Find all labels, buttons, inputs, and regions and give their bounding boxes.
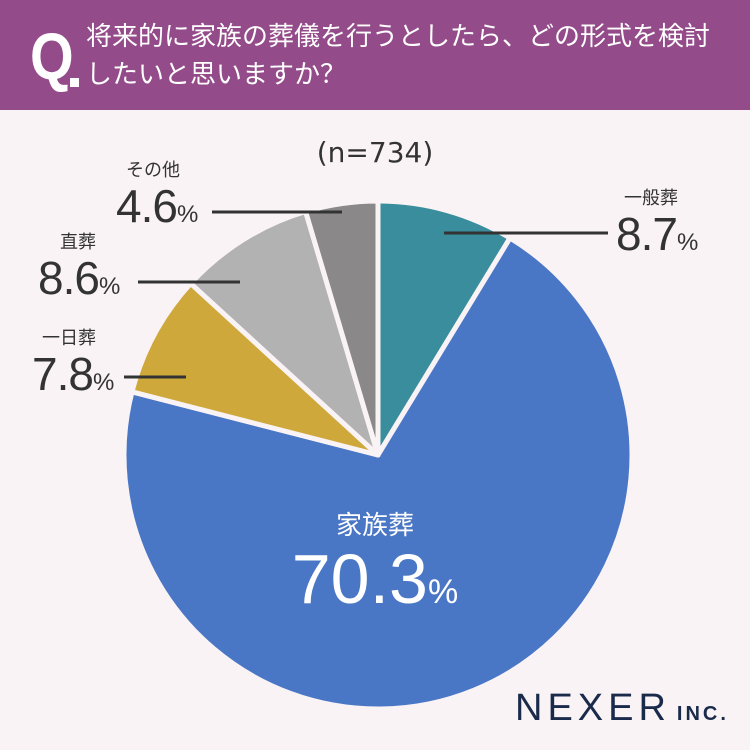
q-dot bbox=[70, 78, 79, 87]
label-直葬: 直葬 8.6% bbox=[38, 232, 121, 304]
q-mark: Q bbox=[30, 19, 74, 93]
pie-slice-一日葬 bbox=[129, 280, 381, 458]
pie-slice-一般葬 bbox=[375, 198, 513, 458]
pie-slice-家族葬 bbox=[121, 235, 635, 712]
question-header: Q 将来的に家族の葬儀を行うとしたら、どの形式を検討したいと思いますか？ bbox=[0, 0, 750, 110]
label-その他: その他 4.6% bbox=[116, 160, 199, 232]
question-text: 将来的に家族の葬儀を行うとしたら、どの形式を検討したいと思いますか？ bbox=[86, 22, 711, 90]
label-一般葬: 一般葬 8.7% bbox=[616, 188, 699, 260]
sample-size: (n=734) bbox=[316, 136, 434, 169]
nexer-logo: NEXER INC. bbox=[515, 687, 729, 729]
label-一日葬: 一日葬 7.8% bbox=[32, 328, 115, 400]
label-家族葬: 家族葬 70.3% bbox=[291, 511, 459, 618]
